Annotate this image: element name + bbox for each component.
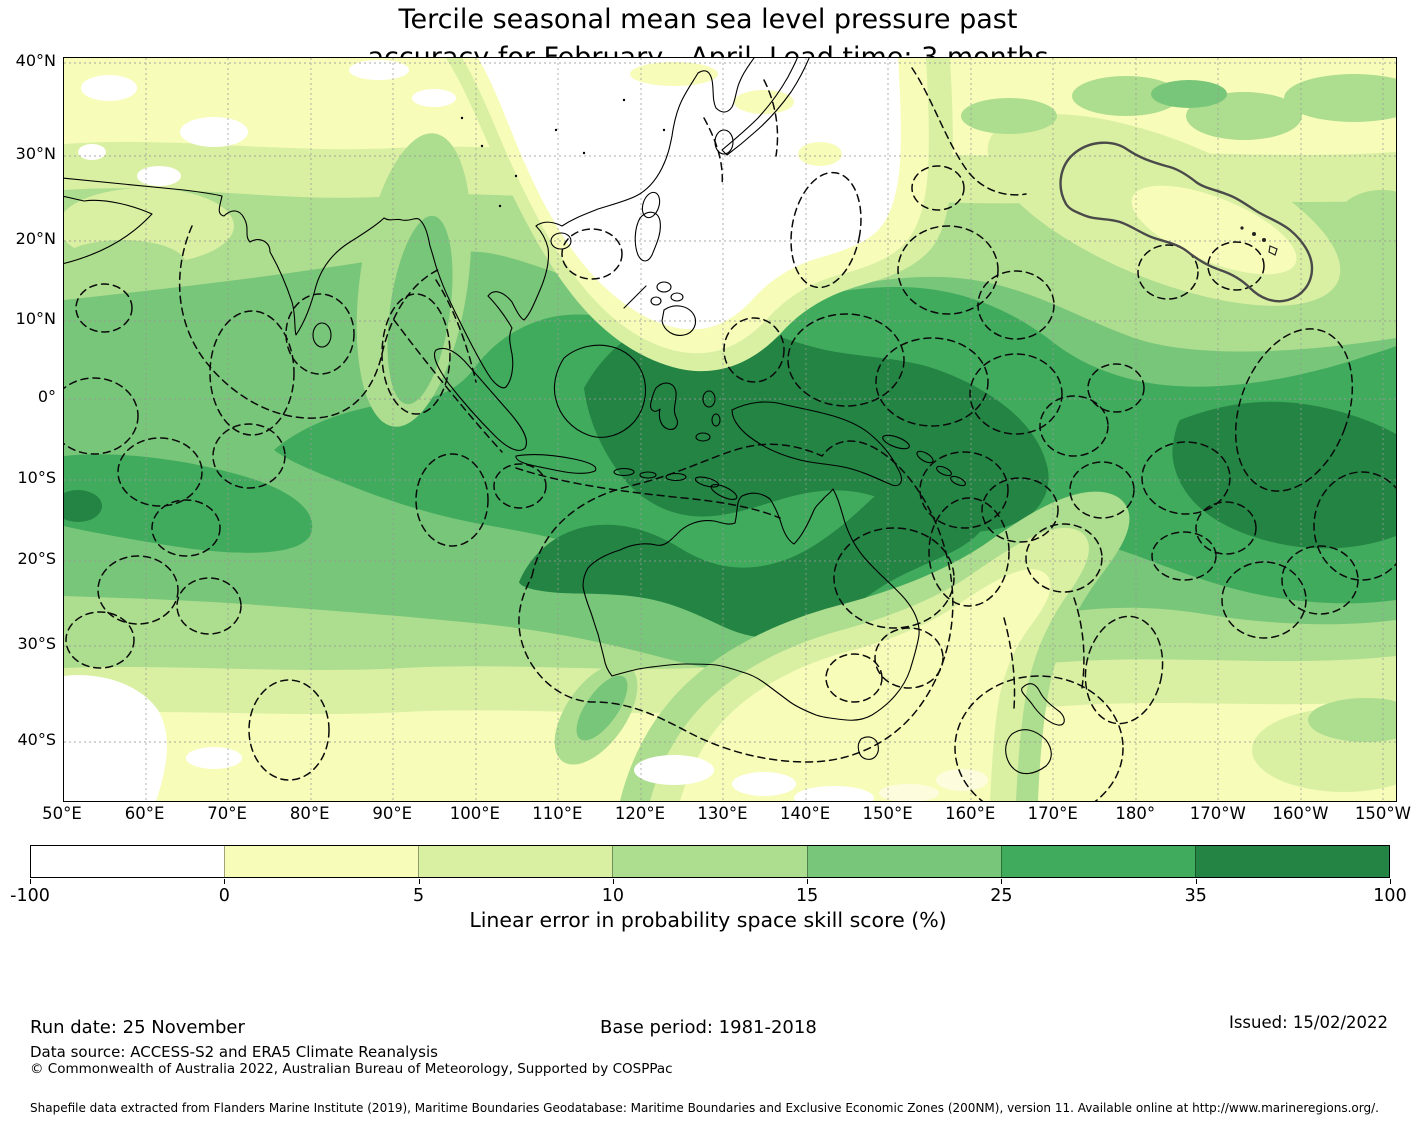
issued-date-text: Issued: 15/02/2022: [1228, 1013, 1388, 1032]
colorbar-tick: [1195, 879, 1197, 884]
lon-tick-label: 70°E: [207, 804, 247, 823]
colorbar-tick: [30, 879, 31, 884]
lon-tick-label: 170°W: [1189, 804, 1246, 823]
colorbar-label: Linear error in probability space skill …: [469, 908, 947, 932]
lon-tick-label: 110°E: [532, 804, 583, 823]
colorbar-tick-label: 5: [412, 886, 425, 906]
colorbar-segment: [806, 846, 1001, 877]
lon-tick-label: 90°E: [372, 804, 413, 823]
colorbar-segment: [1194, 846, 1389, 877]
map-canvas: [63, 57, 1397, 802]
shapefile-note-text: Shapefile data extracted from Flanders M…: [30, 1101, 1379, 1115]
lat-tick-label: 30°S: [17, 634, 56, 653]
lat-tick-label: 10°N: [15, 309, 56, 328]
lon-tick-label: 170°E: [1027, 804, 1078, 823]
lon-tick-label: 60°E: [124, 804, 165, 823]
lon-tick-label: 150°E: [862, 804, 913, 823]
chart-title-line1: Tercile seasonal mean sea level pressure…: [398, 4, 1018, 35]
gridlines: [64, 58, 1396, 801]
lon-tick-label: 50°E: [42, 804, 82, 823]
colorbar-tick: [1001, 879, 1003, 884]
colorbar-tick: [1390, 879, 1391, 884]
lat-tick-label: 20°S: [17, 549, 56, 568]
lat-tick-label: 0°: [37, 387, 56, 406]
coastlines: [64, 58, 1065, 775]
lat-tick-label: 40°N: [15, 51, 56, 70]
colorbar-tick: [224, 879, 226, 884]
colorbar-tick-label: -100: [10, 886, 50, 906]
colorbar-tick-label: 25: [990, 886, 1013, 906]
colorbar-tick: [807, 879, 809, 884]
lon-tick-label: 160°E: [945, 804, 996, 823]
colorbar-tick: [612, 879, 614, 884]
lon-tick-label: 130°E: [697, 804, 748, 823]
colorbar-segment: [224, 846, 419, 877]
lon-tick-label: 180°: [1115, 804, 1156, 823]
colorbar-tick: [418, 879, 420, 884]
colorbar-tick-label: 100: [1373, 886, 1407, 906]
lat-tick-label: 20°N: [15, 229, 56, 248]
run-date-text: Run date: 25 November: [30, 1017, 245, 1038]
colorbar-tick-label: 35: [1184, 886, 1207, 906]
skill-map-svg: [64, 58, 1396, 801]
lat-tick-label: 40°S: [17, 730, 56, 749]
colorbar-segment: [1000, 846, 1195, 877]
contour-fills: [64, 58, 1396, 801]
colorbar-segment: [31, 846, 225, 877]
base-period-text: Base period: 1981-2018: [600, 1017, 817, 1038]
hawaii-eez-outline: [1059, 141, 1314, 303]
data-source-text: Data source: ACCESS-S2 and ERA5 Climate …: [30, 1043, 438, 1061]
colorbar-tick-label: 0: [218, 886, 230, 906]
lon-tick-label: 120°E: [614, 804, 665, 823]
lon-tick-label: 100°E: [449, 804, 500, 823]
lon-tick-label: 80°E: [289, 804, 330, 823]
colorbar-segment: [612, 846, 807, 877]
colorbar-tick-label: 10: [601, 886, 624, 906]
eez-boundaries: [64, 67, 1396, 801]
colorbar: [30, 845, 1390, 878]
colorbar-tick-label: 15: [796, 886, 819, 906]
lon-tick-label: 150°W: [1354, 804, 1411, 823]
lon-tick-label: 160°W: [1272, 804, 1329, 823]
colorbar-segment: [418, 846, 613, 877]
lat-tick-label: 10°S: [17, 468, 56, 487]
copyright-text: © Commonwealth of Australia 2022, Austra…: [30, 1061, 673, 1077]
lat-tick-label: 30°N: [15, 144, 56, 163]
lon-tick-label: 140°E: [779, 804, 831, 823]
